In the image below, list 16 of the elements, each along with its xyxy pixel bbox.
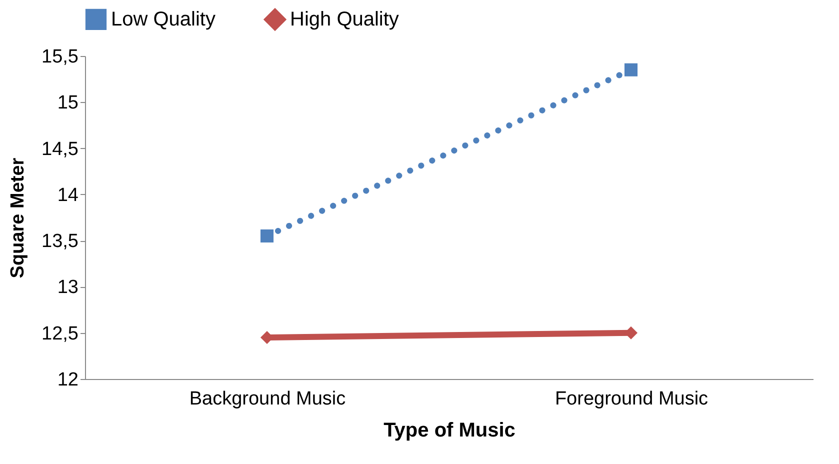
y-tick-label: 12: [57, 370, 78, 390]
y-tick-label: 13,5: [42, 231, 78, 252]
legend-label: Low Quality: [111, 8, 216, 30]
y-tick-label: 14,5: [42, 138, 78, 160]
x-axis-title: Type of Music: [384, 420, 516, 442]
point: [260, 229, 274, 242]
y-tick-label: 15: [57, 92, 78, 114]
legend-label: High Quality: [290, 8, 399, 30]
y-tick-label: 12,5: [42, 323, 78, 344]
y-axis-title: Square Meter: [8, 157, 29, 278]
y-tick-label: 15,5: [42, 46, 78, 68]
y-tick-label: 14: [57, 184, 79, 206]
x-tick-label: Foreground Music: [554, 388, 708, 410]
x-tick-label: Background Music: [189, 388, 346, 410]
y-tick-label: 13: [57, 277, 78, 298]
point: [624, 63, 638, 76]
